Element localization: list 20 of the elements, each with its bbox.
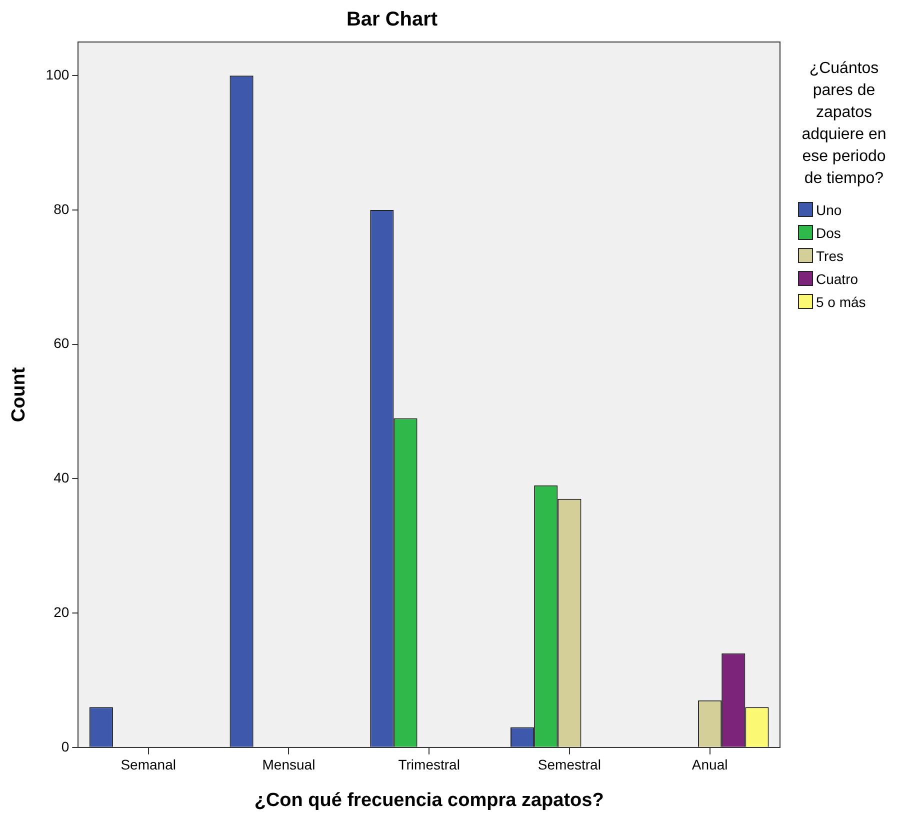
x-axis-title: ¿Con qué frecuencia compra zapatos? (254, 790, 604, 811)
legend-label: Uno (816, 202, 842, 218)
x-tick-label: Semanal (120, 756, 176, 773)
y-tick-label: 60 (54, 335, 70, 352)
x-tick-label: Mensual (262, 756, 316, 773)
chart-title: Bar Chart (346, 8, 438, 31)
y-tick-label: 40 (54, 470, 70, 486)
legend-title: ¿Cuántos pares de zapatos adquiere en ese periodo de tiempo? (800, 59, 888, 189)
y-tick-label: 80 (54, 200, 70, 217)
legend-label: 5 o más (816, 294, 866, 310)
y-tick-label: 100 (46, 66, 70, 82)
legend-label: Dos (816, 224, 841, 240)
y-tick-label: 0 (61, 738, 70, 754)
y-tick-label: 20 (54, 604, 70, 620)
legend-label: Cuatro (816, 270, 858, 286)
x-tick-label: Semestral (538, 756, 601, 773)
x-tick-label: Trimestral (398, 756, 460, 773)
x-tick-label: Anual (692, 756, 728, 773)
y-axis-title: Count (8, 366, 30, 422)
legend-label: Tres (816, 248, 844, 264)
